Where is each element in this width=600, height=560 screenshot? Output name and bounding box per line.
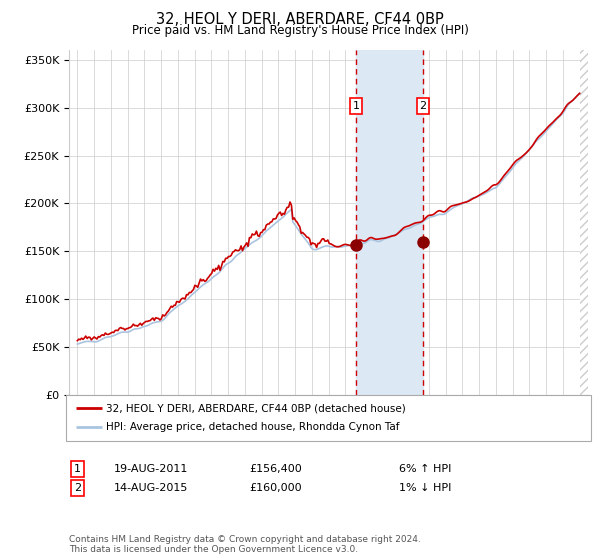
Text: 32, HEOL Y DERI, ABERDARE, CF44 0BP (detached house): 32, HEOL Y DERI, ABERDARE, CF44 0BP (det… bbox=[106, 403, 406, 413]
Text: £160,000: £160,000 bbox=[249, 483, 302, 493]
Text: 1: 1 bbox=[352, 101, 359, 111]
Bar bbox=[356, 50, 423, 395]
Text: £156,400: £156,400 bbox=[249, 464, 302, 474]
Text: 1: 1 bbox=[74, 464, 81, 474]
Text: 32, HEOL Y DERI, ABERDARE, CF44 0BP: 32, HEOL Y DERI, ABERDARE, CF44 0BP bbox=[156, 12, 444, 27]
Text: 6% ↑ HPI: 6% ↑ HPI bbox=[399, 464, 451, 474]
Text: 2: 2 bbox=[74, 483, 81, 493]
Text: Price paid vs. HM Land Registry's House Price Index (HPI): Price paid vs. HM Land Registry's House … bbox=[131, 24, 469, 37]
Text: 1% ↓ HPI: 1% ↓ HPI bbox=[399, 483, 451, 493]
Text: 2: 2 bbox=[419, 101, 427, 111]
Text: 14-AUG-2015: 14-AUG-2015 bbox=[114, 483, 188, 493]
Text: Contains HM Land Registry data © Crown copyright and database right 2024.
This d: Contains HM Land Registry data © Crown c… bbox=[69, 535, 421, 554]
Text: 19-AUG-2011: 19-AUG-2011 bbox=[114, 464, 188, 474]
Text: HPI: Average price, detached house, Rhondda Cynon Taf: HPI: Average price, detached house, Rhon… bbox=[106, 422, 400, 432]
